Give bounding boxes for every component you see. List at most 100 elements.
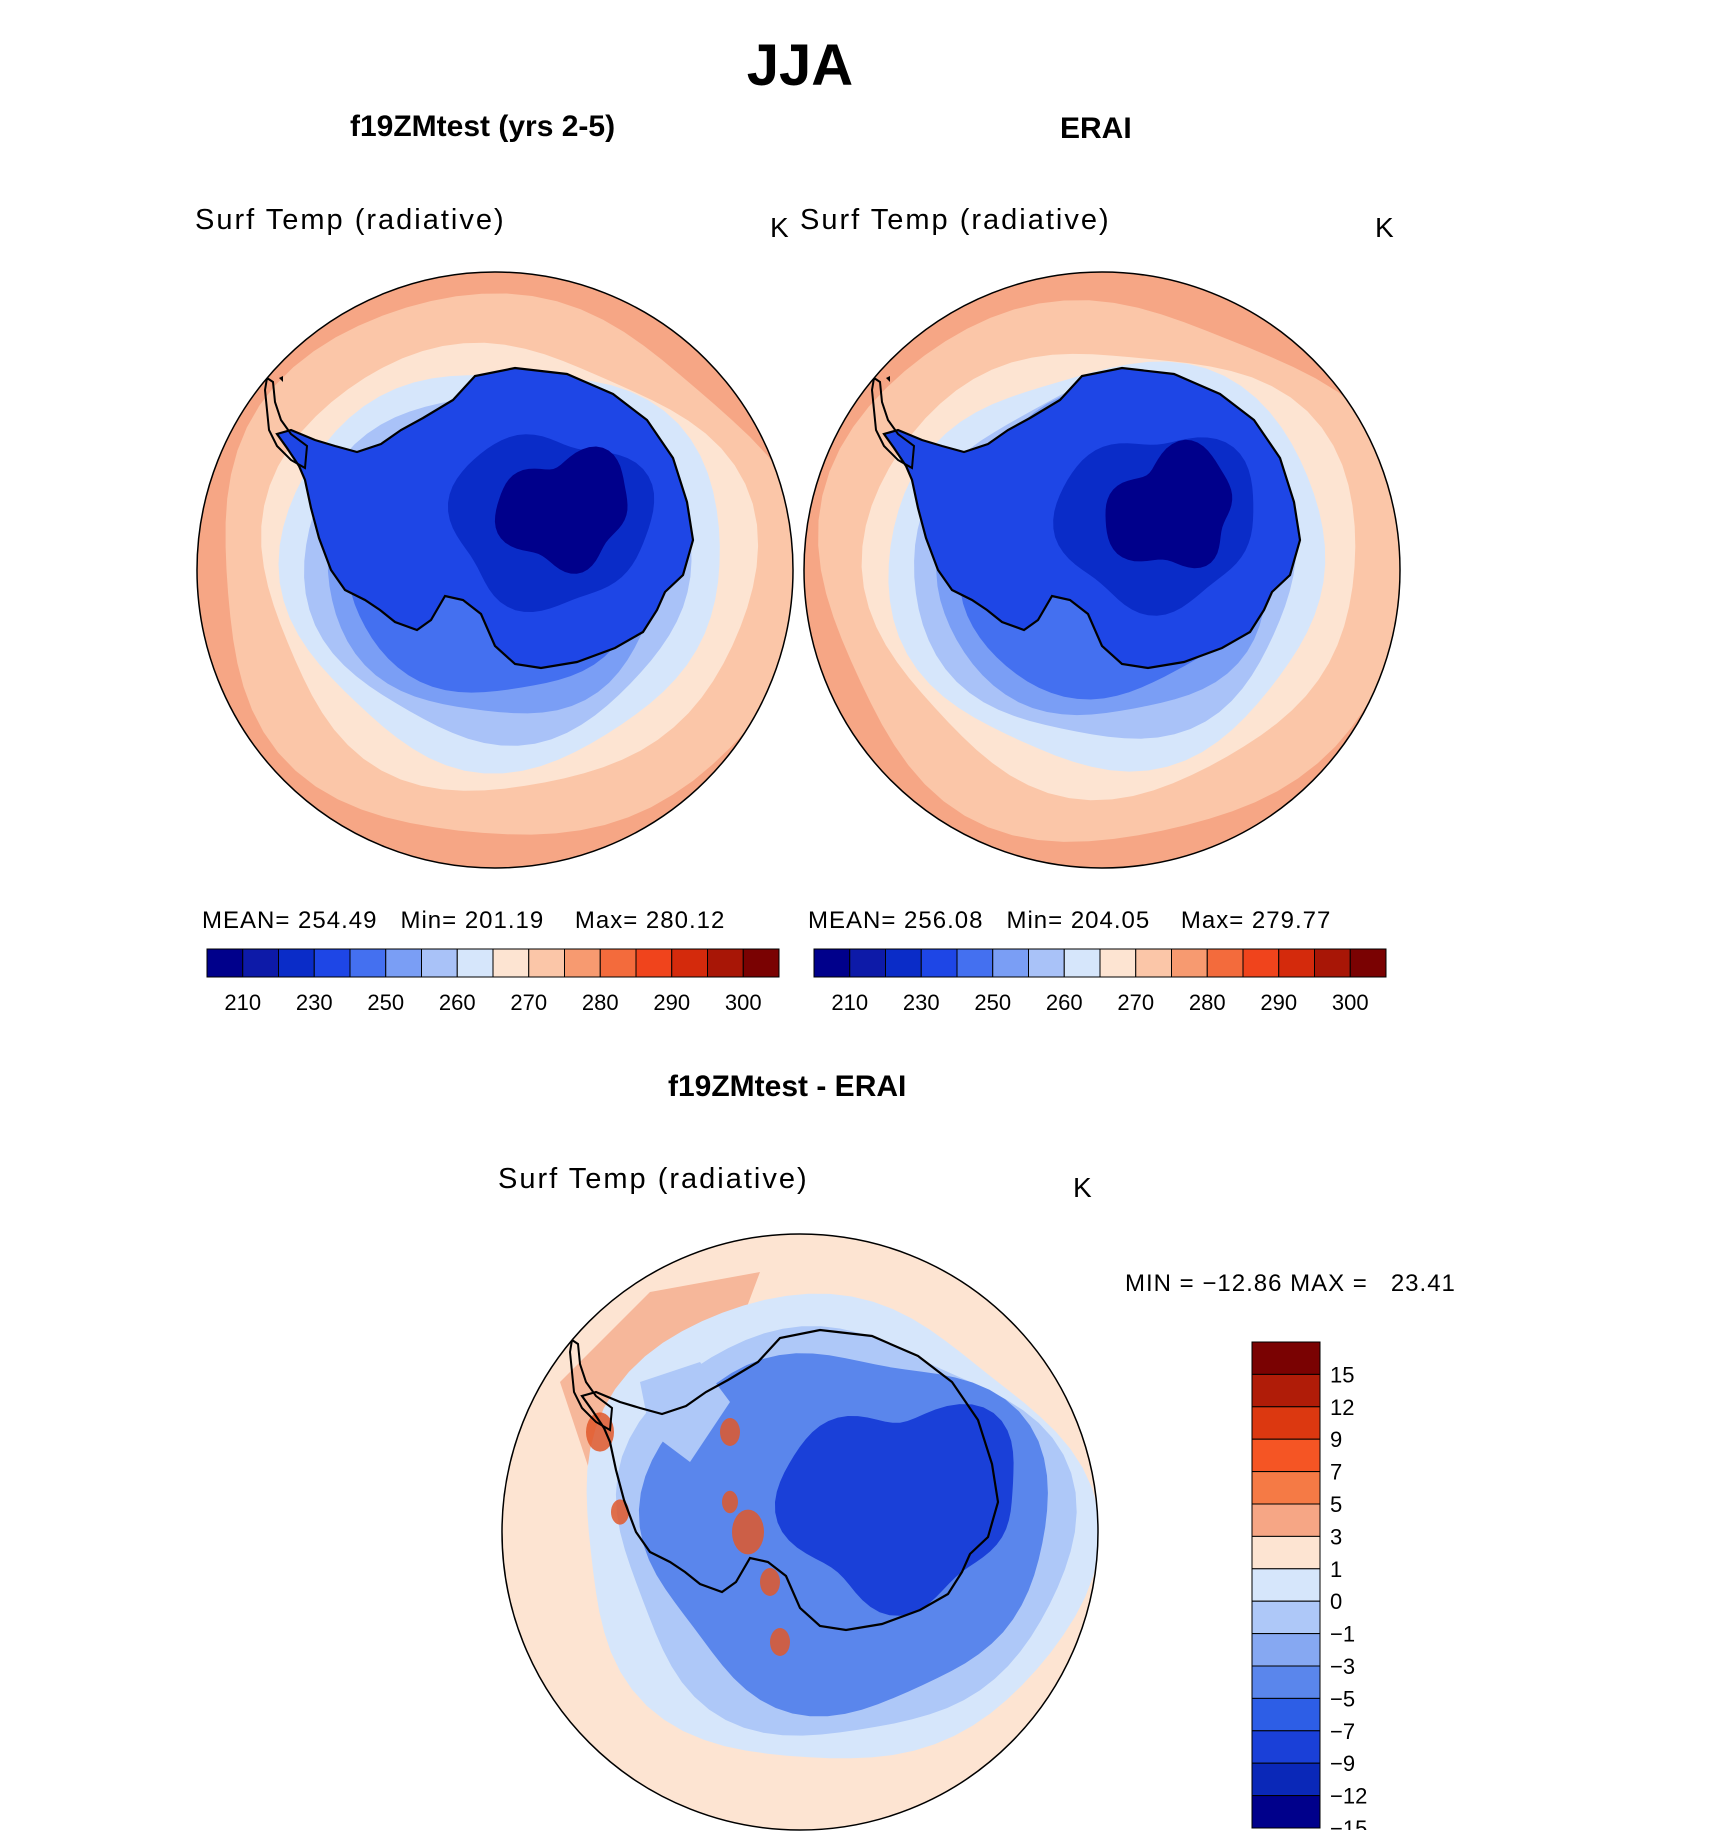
map-obs	[803, 271, 1401, 869]
map-diff	[501, 1233, 1099, 1831]
colorbar-tick-label: 250	[367, 990, 404, 1015]
min-value: 204.05	[1070, 907, 1151, 934]
colorbar-tick-label: −12	[1330, 1784, 1367, 1809]
colorbar-swatch	[635, 948, 673, 978]
colorbar-tick-label: 12	[1330, 1395, 1354, 1420]
colorbar-swatch	[1251, 1633, 1321, 1667]
warm-anomaly	[770, 1628, 790, 1656]
stats-obs: MEAN= 256.08 Min= 204.05 Max= 279.77	[808, 907, 1331, 935]
colorbar-tick-label: 210	[831, 990, 868, 1015]
map-boundary	[196, 271, 794, 869]
max-label: Max=	[574, 907, 639, 934]
colorbar-swatch	[1251, 1568, 1321, 1602]
warm-anomaly	[760, 1568, 780, 1596]
colorbar-model: 210 230 250 260 270 280 290 300	[206, 948, 780, 1015]
colorbar-swatch	[920, 948, 958, 978]
colorbar-swatch	[1278, 948, 1315, 978]
coastline	[580, 1328, 1000, 1632]
colorbar-swatch	[1251, 1795, 1321, 1829]
colorbar-swatch	[1135, 948, 1172, 978]
colorbar-swatch	[456, 948, 494, 978]
colorbar-swatch	[242, 948, 279, 978]
mean-value: 256.08	[904, 907, 984, 934]
colorbar-swatch	[885, 948, 922, 978]
colorbar-swatch	[849, 948, 886, 978]
colorbar-swatch	[1251, 1665, 1321, 1699]
colorbar-diff: 15 12 9 7 5 3 1 0 −1 −3 −5 −7 −9 −12 −15	[1251, 1341, 1367, 1830]
coastline	[275, 366, 695, 670]
coastline	[882, 366, 1302, 670]
max-value: 23.41	[1390, 1270, 1456, 1297]
colorbar-swatch	[1063, 948, 1101, 978]
min-label: MIN =	[1125, 1270, 1195, 1297]
max-value: 279.77	[1251, 907, 1332, 934]
panel-title-diff: f19ZMtest - ERAI	[668, 1070, 907, 1103]
colorbar-tick-label: −5	[1330, 1686, 1355, 1711]
colorbar-tick-label: 270	[510, 990, 547, 1015]
colorbar-tick-label: 290	[1260, 990, 1297, 1015]
colorbar-obs: 210 230 250 260 270 280 290 300	[813, 948, 1387, 1015]
colorbar-swatch	[1171, 948, 1208, 978]
difference-contour	[640, 1362, 730, 1462]
mean-label: MEAN=	[808, 907, 897, 934]
island	[886, 376, 890, 382]
colorbar-swatch	[1251, 1438, 1321, 1473]
unit-label-model: K	[770, 212, 789, 243]
colorbar-swatch	[1251, 1697, 1321, 1732]
colorbar-swatch	[1099, 948, 1137, 978]
colorbar-swatch	[1314, 948, 1351, 978]
warm-anomaly	[732, 1509, 764, 1555]
map-model	[196, 271, 794, 869]
colorbar-swatch	[1251, 1730, 1321, 1764]
figure-title: JJA	[746, 33, 854, 98]
mean-value: 254.49	[298, 907, 378, 934]
colorbar-swatch	[1251, 1600, 1321, 1635]
max-label: Max=	[1180, 907, 1245, 934]
var-label-diff: Surf Temp (radiative)	[498, 1163, 809, 1195]
colorbar-tick-label: −7	[1330, 1719, 1355, 1744]
colorbar-tick-label: −15	[1330, 1816, 1367, 1830]
colorbar-tick-label: 9	[1330, 1427, 1342, 1452]
colorbar-tick-label: 3	[1330, 1524, 1342, 1549]
colorbar-tick-label: 1	[1330, 1557, 1342, 1582]
colorbar-swatch	[599, 948, 637, 978]
max-value: 280.12	[645, 907, 726, 934]
warm-anomaly	[611, 1499, 629, 1525]
colorbar-swatch	[564, 948, 601, 978]
temperature-contour	[494, 446, 628, 574]
colorbar-tick-label: 0	[1330, 1589, 1342, 1614]
colorbar-swatch	[813, 948, 851, 978]
colorbar-swatch	[1251, 1503, 1321, 1537]
colorbar-swatch	[421, 948, 458, 978]
colorbar-tick-label: 5	[1330, 1492, 1342, 1517]
stats-model: MEAN= 254.49 Min= 201.19 Max= 280.12	[202, 907, 725, 935]
colorbar-tick-label: 270	[1117, 990, 1154, 1015]
var-label-model: Surf Temp (radiative)	[195, 204, 506, 236]
colorbar-swatch	[313, 948, 351, 978]
unit-label-obs: K	[1375, 212, 1394, 243]
warm-anomaly	[586, 1412, 614, 1452]
island	[279, 376, 283, 382]
colorbar-swatch	[707, 948, 744, 978]
colorbar-tick-label: 230	[296, 990, 333, 1015]
min-label: Min=	[400, 907, 458, 934]
colorbar-swatch	[1251, 1406, 1321, 1440]
colorbar-swatch	[1251, 1373, 1321, 1408]
min-value: −12.86	[1202, 1270, 1283, 1297]
colorbar-swatch	[1251, 1471, 1321, 1505]
mean-label: MEAN=	[202, 907, 291, 934]
min-value: 201.19	[464, 907, 545, 934]
colorbar-tick-label: −9	[1330, 1751, 1355, 1776]
colorbar-swatch	[671, 948, 708, 978]
colorbar-swatch	[1028, 948, 1065, 978]
max-label: MAX =	[1290, 1270, 1368, 1297]
difference-contour	[775, 1404, 1014, 1616]
colorbar-tick-label: 15	[1330, 1362, 1354, 1387]
colorbar-tick-label: −3	[1330, 1654, 1355, 1679]
map-boundary	[501, 1233, 1099, 1831]
colorbar-tick-label: 300	[725, 990, 762, 1015]
colorbar-swatch	[1206, 948, 1244, 978]
colorbar-swatch	[278, 948, 315, 978]
colorbar-tick-label: 300	[1332, 990, 1369, 1015]
colorbar-swatch	[1251, 1535, 1321, 1570]
